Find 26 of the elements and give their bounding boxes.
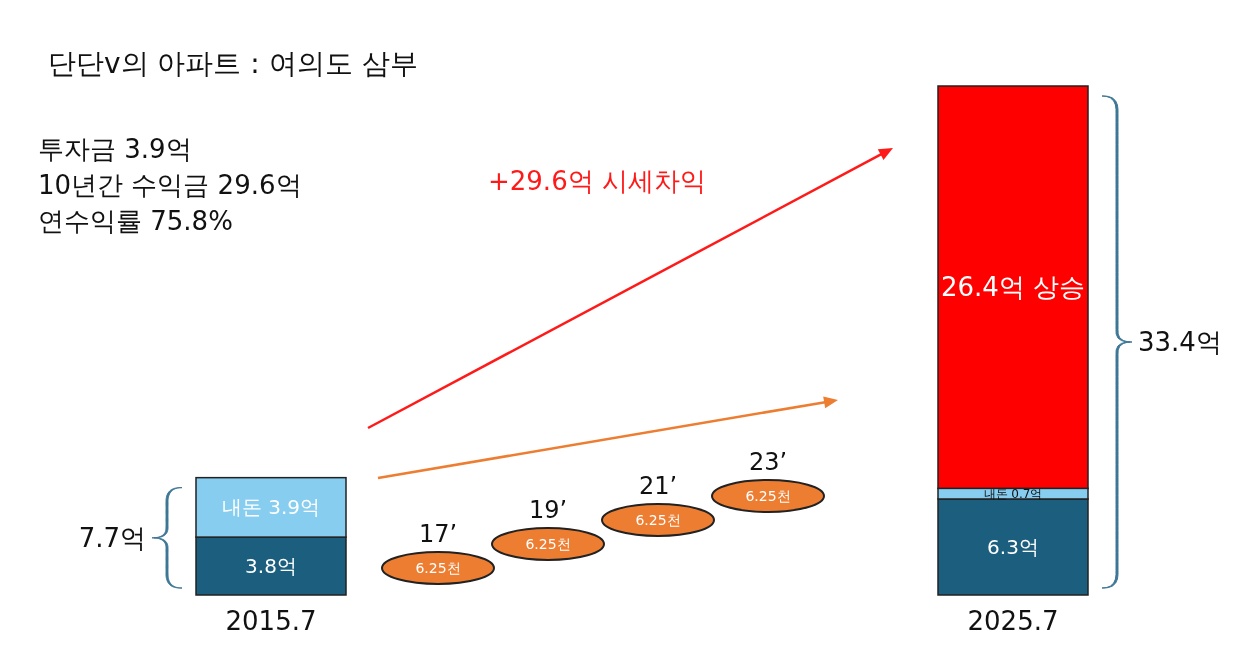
annotation: 6.25천	[635, 512, 681, 528]
annotation: 19’	[528, 496, 568, 524]
oval-badge: 6.25천	[381, 551, 495, 585]
oval-badge: 6.25천	[711, 479, 825, 513]
total-label: 7.7억	[78, 522, 146, 553]
data-label: 3.8억	[245, 554, 297, 579]
annotation: +29.6억 시세차익	[488, 166, 706, 196]
annotation: 투자금 3.9억	[38, 134, 192, 164]
x-tick-label: 2025.7	[967, 606, 1059, 636]
annotation: 10년간 수익금 29.6억	[38, 170, 302, 200]
annotation: 17’	[418, 520, 458, 548]
annotation: 연수익률 75.8%	[38, 206, 233, 236]
x-tick-label: 2015.7	[225, 606, 317, 636]
data-label: 내돈 3.9억	[221, 495, 321, 520]
data-label: 내돈 0.7억	[983, 486, 1043, 501]
data-label: 26.4억 상승	[940, 272, 1086, 303]
annotation: 23’	[748, 448, 788, 476]
annotation: 6.25천	[415, 560, 461, 576]
annotation: 21’	[638, 472, 678, 500]
data-label: 6.3억	[987, 535, 1039, 559]
annotation: 6.25천	[745, 488, 791, 504]
oval-badge: 6.25천	[601, 503, 715, 537]
annotation: 6.25천	[525, 536, 571, 552]
chart-title: 단단v의 아파트 : 여의도 삼부	[48, 47, 418, 80]
oval-badge: 6.25천	[491, 527, 605, 561]
total-label: 33.4억	[1138, 327, 1222, 357]
